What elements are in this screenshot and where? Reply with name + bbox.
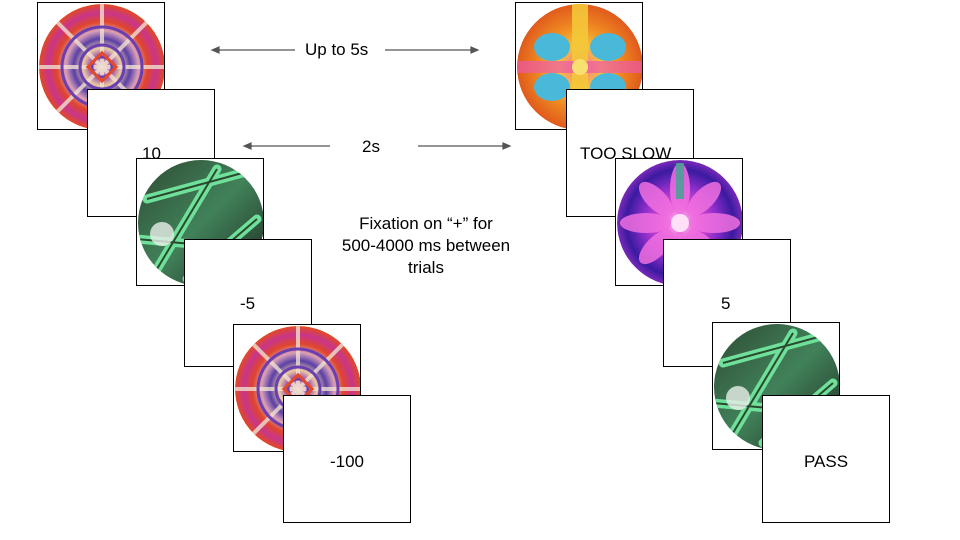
stimulus-image-lattice-2 [712,322,840,450]
feedback-card-6: PASS [762,395,890,523]
fixation-note-line1: Fixation on “+” for [359,214,493,233]
fixation-note-line3: trials [408,258,444,277]
feedback-value: 5 [721,294,731,313]
fixation-note: Fixation on “+” for 500-4000 ms between … [310,213,542,279]
feedback-value: -5 [240,294,256,313]
feedback-value: PASS [803,452,849,471]
feedback-duration-label: 2s [362,137,380,156]
fixation-note-line2: 500-4000 ms between [341,236,511,255]
feedback-card-3: -100 [283,395,411,523]
stimulus-duration-label: Up to 5s [305,40,369,59]
feedback-value: -100 [329,452,365,471]
